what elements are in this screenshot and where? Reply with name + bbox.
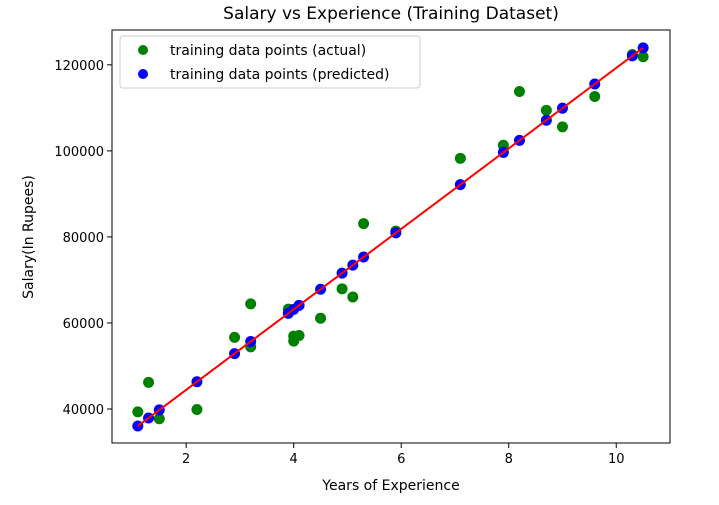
legend-box	[119, 35, 421, 89]
actual-point	[589, 91, 601, 103]
actual-point	[358, 218, 370, 230]
actual-point	[191, 403, 203, 415]
chart-title: Salary vs Experience (Training Dataset)	[223, 4, 559, 24]
actual-point	[229, 331, 241, 343]
actual-point	[132, 406, 144, 418]
x-tick-label: 2	[182, 452, 190, 467]
y-tick-label: 60000	[63, 317, 104, 332]
actual-point	[336, 283, 348, 295]
actual-point	[513, 85, 525, 97]
actual-point	[153, 413, 165, 425]
y-tick-label: 120000	[54, 59, 104, 74]
y-tick-label: 80000	[63, 231, 104, 246]
y-tick-label: 100000	[54, 145, 104, 160]
actual-point	[454, 152, 466, 164]
x-axis-label: Years of Experience	[321, 478, 459, 494]
legend-label-actual: training data points (actual)	[170, 43, 366, 59]
actual-point	[293, 330, 305, 342]
legend-marker-predicted	[138, 69, 148, 79]
legend: training data points (actual) training d…	[119, 35, 421, 89]
y-tick-label: 40000	[63, 403, 104, 418]
actual-point	[347, 291, 359, 303]
actual-point	[556, 121, 568, 133]
actual-point	[315, 312, 327, 324]
actual-point	[245, 298, 257, 310]
actual-point	[143, 376, 155, 388]
legend-label-predicted: training data points (predicted)	[170, 67, 389, 83]
plot-frame	[111, 29, 671, 444]
x-tick-label: 10	[608, 452, 625, 467]
x-tick-label: 8	[505, 452, 513, 467]
x-tick-label: 6	[397, 452, 405, 467]
legend-marker-actual	[138, 45, 148, 55]
x-tick-label: 4	[290, 452, 298, 467]
y-axis-label: Salary(In Rupees)	[21, 175, 37, 299]
regression-line	[137, 47, 644, 427]
actual-point	[540, 104, 552, 116]
actual-point	[637, 51, 649, 63]
